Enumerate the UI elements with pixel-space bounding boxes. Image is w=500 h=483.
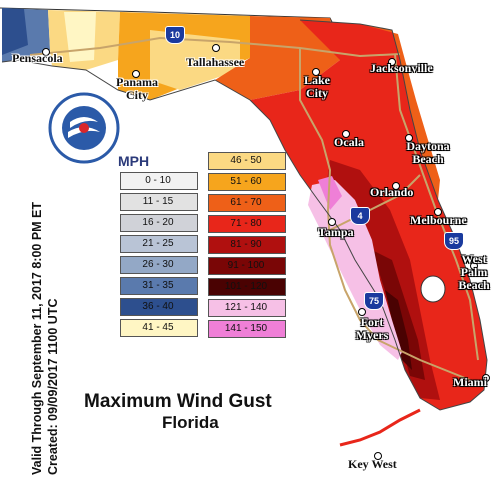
interstate-95-shield: 95 bbox=[444, 232, 464, 250]
city-label-miami: Miami bbox=[453, 375, 487, 389]
city-label-panama-city: Panama City bbox=[116, 75, 158, 102]
legend-swatch bbox=[120, 256, 198, 274]
zone-141-150 bbox=[318, 176, 342, 210]
legend-label: 61 - 70 bbox=[230, 197, 262, 208]
legend-swatch bbox=[120, 277, 198, 295]
legend-item: 11 - 15 bbox=[120, 193, 200, 211]
city-dot bbox=[482, 374, 490, 382]
interstate-4-shield: 4 bbox=[350, 207, 370, 225]
city-label-pensacola: Pensacola bbox=[12, 51, 63, 65]
city-dot bbox=[342, 130, 350, 138]
city-dot bbox=[42, 48, 50, 56]
legend-label: 21 - 25 bbox=[142, 238, 174, 249]
legend-swatch bbox=[208, 278, 286, 296]
map-subtitle: Florida bbox=[162, 413, 219, 432]
legend-item: 36 - 40 bbox=[120, 298, 200, 316]
legend-item: 0 - 10 bbox=[120, 172, 200, 190]
legend-item: 71 - 80 bbox=[208, 215, 288, 233]
legend-item: 16 - 20 bbox=[120, 214, 200, 232]
zone-61-70 bbox=[215, 16, 340, 100]
interstate-75-shield: 75 bbox=[364, 292, 384, 310]
legend-swatch bbox=[208, 299, 286, 317]
city-label-orlando: Orlando bbox=[370, 185, 414, 199]
legend-label: 121 - 140 bbox=[224, 302, 268, 313]
map-title: Maximum Wind Gust bbox=[84, 391, 272, 412]
legend-label: 141 - 150 bbox=[224, 323, 268, 334]
interstate-75-line bbox=[299, 48, 471, 381]
legend-item: 91 - 100 bbox=[208, 257, 288, 275]
legend-title: MPH bbox=[118, 153, 150, 169]
legend-swatch bbox=[208, 152, 286, 170]
legend-label: 91 - 100 bbox=[227, 260, 265, 271]
city-label-melbourne: Melbourne bbox=[410, 213, 467, 227]
legend-swatch bbox=[208, 236, 286, 254]
legend-item: 46 - 50 bbox=[208, 152, 288, 170]
city-label-tampa: Tampa bbox=[318, 225, 354, 239]
legend-label: 81 - 90 bbox=[230, 239, 262, 250]
city-label-key-west: Key West bbox=[348, 457, 397, 471]
legend-swatch bbox=[120, 214, 198, 232]
city-label-jacksonville: Jacksonville bbox=[370, 61, 433, 75]
legend-label: 101 - 120 bbox=[224, 281, 268, 292]
legend-label: 41 - 45 bbox=[142, 322, 174, 333]
legend-swatch bbox=[208, 215, 286, 233]
legend-swatch bbox=[120, 235, 198, 253]
legend-swatch bbox=[208, 320, 286, 338]
interstate-10-line bbox=[29, 36, 401, 58]
city-dot bbox=[212, 44, 220, 52]
coastline bbox=[1, 19, 488, 411]
city-dot bbox=[405, 134, 413, 142]
city-label-daytona-beach: Daytona Beach bbox=[406, 139, 450, 166]
legend-swatch bbox=[120, 319, 198, 337]
city-dot bbox=[358, 308, 366, 316]
city-label-tallahassee: Tallahassee bbox=[186, 55, 245, 69]
legend-item: 101 - 120 bbox=[208, 278, 288, 296]
city-dot bbox=[132, 70, 140, 78]
city-dot bbox=[434, 208, 442, 216]
city-label-fort-myers: Fort Myers bbox=[355, 315, 389, 342]
legend-label: 0 - 10 bbox=[145, 175, 171, 186]
florida-keys bbox=[339, 408, 421, 447]
legend-swatch bbox=[208, 257, 286, 275]
legend-item: 141 - 150 bbox=[208, 320, 288, 338]
legend-swatch bbox=[208, 194, 286, 212]
legend-label: 26 - 30 bbox=[142, 259, 174, 270]
city-dot bbox=[374, 452, 382, 460]
legend-item: 61 - 70 bbox=[208, 194, 288, 212]
legend-item: 41 - 45 bbox=[120, 319, 200, 337]
valid-through-text: Valid Through September 11, 2017 8:00 PM… bbox=[30, 201, 44, 475]
legend-swatch bbox=[208, 173, 286, 191]
created-timestamp: Created: 09/09/2017 1100 UTC bbox=[46, 298, 60, 476]
legend-label: 36 - 40 bbox=[142, 301, 174, 312]
legend-item: 81 - 90 bbox=[208, 236, 288, 254]
city-dot bbox=[388, 58, 396, 66]
legend-label: 31 - 35 bbox=[142, 280, 174, 291]
city-dot bbox=[392, 182, 400, 190]
legend-item: 21 - 25 bbox=[120, 235, 200, 253]
legend-label: 46 - 50 bbox=[230, 155, 262, 166]
legend-label: 16 - 20 bbox=[142, 217, 174, 228]
city-dot bbox=[470, 262, 478, 270]
city-dot bbox=[312, 68, 320, 76]
zone-36-40 bbox=[2, 8, 28, 55]
city-dot bbox=[328, 218, 336, 226]
legend-item: 51 - 60 bbox=[208, 173, 288, 191]
legend-swatch bbox=[120, 298, 198, 316]
legend-swatch bbox=[120, 193, 198, 211]
nws-logo bbox=[48, 92, 120, 164]
legend-label: 51 - 60 bbox=[230, 176, 262, 187]
city-label-lake-city: Lake City bbox=[303, 73, 330, 100]
legend-label: 11 - 15 bbox=[142, 196, 174, 207]
interstate-10-shield: 10 bbox=[165, 26, 185, 44]
lake-okeechobee bbox=[420, 275, 446, 303]
legend-label: 71 - 80 bbox=[230, 218, 262, 229]
legend-item: 26 - 30 bbox=[120, 256, 200, 274]
legend-item: 121 - 140 bbox=[208, 299, 288, 317]
legend-swatch bbox=[120, 172, 198, 190]
zone-101-120 bbox=[385, 290, 412, 370]
city-label-ocala: Ocala bbox=[334, 135, 364, 149]
city-label-west-palm-beach: West Palm Beach bbox=[458, 252, 490, 292]
legend-item: 31 - 35 bbox=[120, 277, 200, 295]
